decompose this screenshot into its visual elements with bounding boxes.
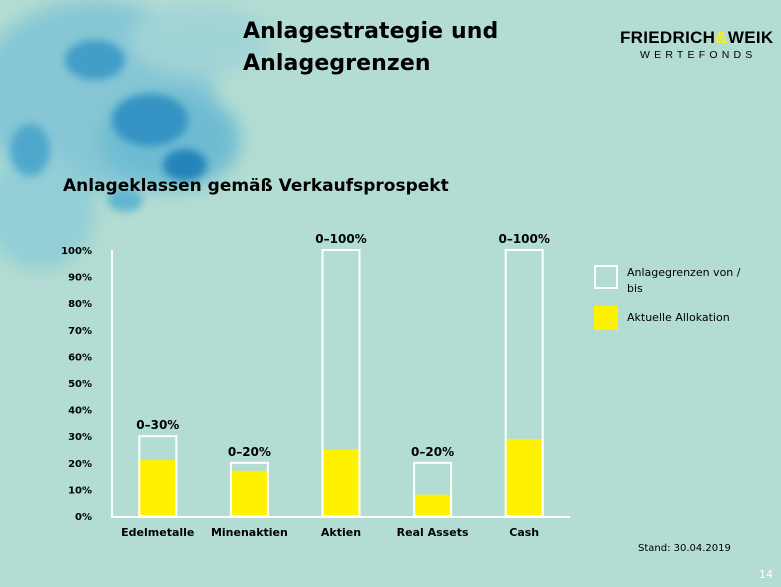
allocation-bar bbox=[138, 460, 178, 516]
logo-ampersand: & bbox=[715, 28, 728, 47]
chart-subtitle: Anlageklassen gemäß Verkaufsprospekt bbox=[63, 176, 449, 196]
y-tick-label: 100% bbox=[61, 246, 92, 257]
logo-wordmark: FRIEDRICH&WEIK bbox=[620, 28, 773, 48]
legend-swatch-allocation bbox=[594, 306, 618, 330]
allocation-bar bbox=[321, 449, 361, 516]
logo-name-right: WEIK bbox=[727, 28, 774, 47]
range-label: 0–100% bbox=[498, 232, 549, 246]
y-tick-label: 10% bbox=[68, 485, 92, 496]
logo-subtitle: WERTEFONDS bbox=[640, 49, 757, 61]
y-tick-label: 20% bbox=[68, 459, 92, 470]
legend-label-allocation: Aktuelle Allokation bbox=[627, 311, 730, 324]
title-line-1: Anlagestrategie und bbox=[243, 19, 499, 44]
y-tick-label: 90% bbox=[68, 273, 92, 284]
y-tick-label: 60% bbox=[68, 352, 92, 363]
y-tick-label: 0% bbox=[75, 512, 92, 523]
legend-item-limits: Anlagegrenzen von / bis bbox=[594, 265, 747, 297]
y-tick-label: 50% bbox=[68, 379, 92, 390]
x-tick-label: Minenaktien bbox=[211, 526, 288, 539]
range-label: 0–20% bbox=[411, 445, 454, 459]
y-tick-label: 80% bbox=[68, 299, 92, 310]
range-label: 0–100% bbox=[315, 232, 366, 246]
range-label: 0–20% bbox=[228, 445, 271, 459]
watercolor-decoration bbox=[0, 0, 270, 270]
title-line-2: Anlagegrenzen bbox=[243, 51, 431, 76]
legend-item-allocation: Aktuelle Allokation bbox=[594, 306, 747, 330]
slide-title: Anlagestrategie und Anlagegrenzen bbox=[243, 16, 498, 80]
y-tick-label: 40% bbox=[68, 406, 92, 417]
allocation-bar bbox=[229, 470, 269, 516]
x-tick-label: Real Assets bbox=[397, 526, 469, 539]
x-tick-label: Edelmetalle bbox=[121, 526, 194, 539]
page-number: 14 bbox=[759, 568, 773, 581]
logo-name-left: FRIEDRICH bbox=[620, 28, 716, 47]
x-tick-label: Cash bbox=[509, 526, 539, 539]
legend-swatch-limits bbox=[594, 265, 618, 289]
allocation-bar bbox=[504, 438, 544, 516]
legend-label-limits: Anlagegrenzen von / bis bbox=[627, 266, 741, 295]
stand-date: Stand: 30.04.2019 bbox=[638, 543, 731, 554]
y-tick-label: 70% bbox=[68, 326, 92, 337]
company-logo: FRIEDRICH&WEIK WERTEFONDS bbox=[620, 28, 773, 62]
y-tick-label: 30% bbox=[68, 432, 92, 443]
x-tick-label: Aktien bbox=[321, 526, 361, 539]
range-label: 0–30% bbox=[136, 418, 179, 432]
allocation-bar bbox=[413, 494, 453, 516]
